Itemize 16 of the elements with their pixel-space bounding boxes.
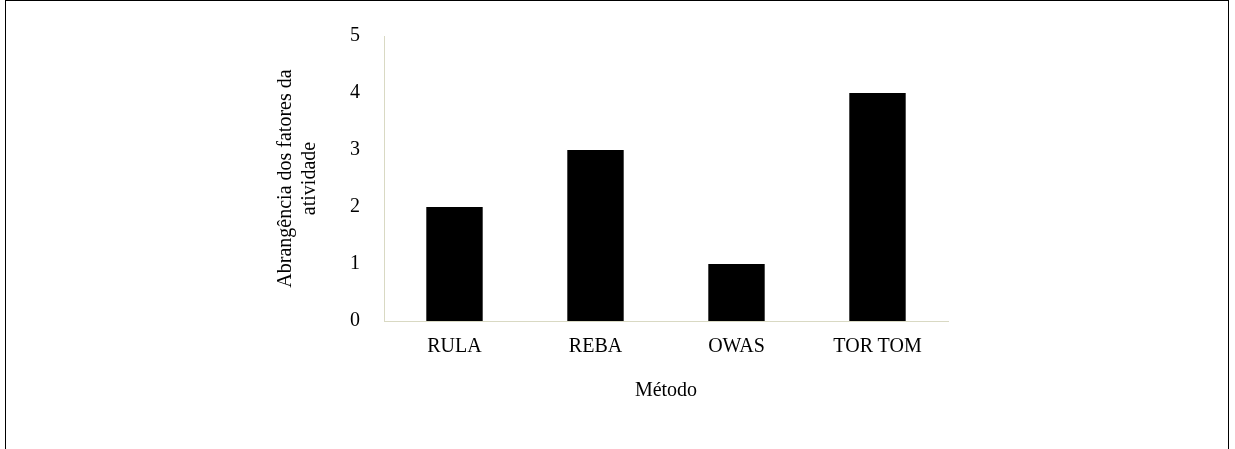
y-tick-label: 5 xyxy=(350,23,360,46)
y-tick-label: 0 xyxy=(350,308,360,331)
x-tick-label: RULA xyxy=(427,334,483,357)
x-tick-label: REBA xyxy=(568,334,623,357)
y-tick-label: 4 xyxy=(350,80,360,103)
x-axis-title: Método xyxy=(634,378,698,401)
y-tick-label: 1 xyxy=(350,251,360,274)
y-axis-title: Abrangência dos fatores da atividade xyxy=(273,69,320,288)
bar xyxy=(567,150,624,321)
x-tick-label: TOR TOM xyxy=(833,334,922,357)
bar xyxy=(426,207,483,321)
bar xyxy=(849,93,906,321)
y-tick-label: 3 xyxy=(350,137,360,160)
x-tick-label: OWAS xyxy=(708,334,765,357)
y-tick-label: 2 xyxy=(350,194,360,217)
bar xyxy=(708,264,765,321)
